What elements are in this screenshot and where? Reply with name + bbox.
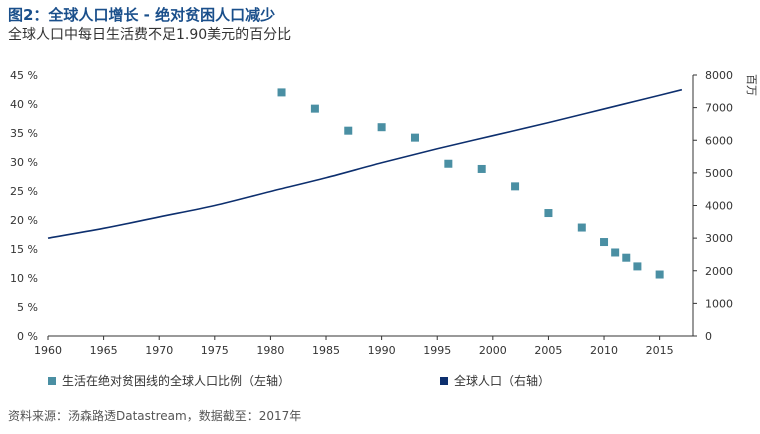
legend-marker-poverty [48,377,56,385]
right-axis-unit-label: 百万 [745,74,758,96]
left-tick-label: 35 % [10,127,38,140]
poverty-point [377,123,386,132]
poverty-point [511,182,520,191]
poverty-point [477,164,486,173]
right-tick-label: 4000 [705,200,733,213]
legend-label-poverty: 生活在绝对贫困线的全球人口比例（左轴） [62,373,290,388]
poverty-markers [277,88,664,279]
x-tick-label: 1965 [90,344,118,357]
x-tick-label: 2005 [534,344,562,357]
legend: 生活在绝对贫困线的全球人口比例（左轴） 全球人口（右轴） [48,373,550,388]
poverty-point [577,223,586,232]
left-tick-label: 10 % [10,272,38,285]
right-axis: 0 1000 2000 3000 4000 5000 6000 7000 8000 [693,69,733,343]
x-tick-label: 2000 [479,344,507,357]
left-tick-label: 20 % [10,214,38,227]
left-tick-label: 40 % [10,98,38,111]
poverty-point [444,159,453,168]
right-tick-label: 5000 [705,167,733,180]
poverty-point [611,248,620,257]
chart-subtitle: 全球人口中每日生活费不足1.90美元的百分比 [8,27,292,43]
poverty-point [344,126,353,135]
x-tick-label: 1975 [201,344,229,357]
poverty-point [600,238,609,247]
poverty-point [410,133,419,142]
poverty-point [633,262,642,271]
x-tick-label: 1995 [423,344,451,357]
legend-marker-population [440,377,448,385]
x-tick-label: 1970 [145,344,173,357]
x-tick-label: 2010 [590,344,618,357]
poverty-point [277,88,286,97]
left-tick-label: 15 % [10,243,38,256]
poverty-point [310,104,319,113]
right-tick-label: 3000 [705,232,733,245]
x-tick-label: 1985 [312,344,340,357]
right-tick-label: 8000 [705,69,733,82]
x-tick-label: 1960 [34,344,62,357]
left-tick-label: 25 % [10,185,38,198]
right-tick-label: 7000 [705,102,733,115]
x-tick-label: 1990 [368,344,396,357]
left-tick-label: 45 % [10,69,38,82]
left-axis: 0 % 5 % 10 % 15 % 20 % 25 % 30 % 35 % 40 % 45 % [10,69,38,343]
left-tick-label: 0 % [17,330,38,343]
right-tick-label: 2000 [705,265,733,278]
left-tick-label: 5 % [17,301,38,314]
x-axis: 1960 1965 1970 1975 1980 1985 1990 1995 2000 2005… [34,336,674,357]
poverty-point [655,270,664,279]
legend-label-population: 全球人口（右轴） [454,373,550,388]
x-tick-label: 2015 [646,344,674,357]
poverty-point [622,253,631,262]
source-note: 资料来源：汤森路透Datastream，数据截至：2017年 [8,409,302,423]
left-tick-label: 30 % [10,156,38,169]
population-line [47,88,683,239]
chart: 0 % 5 % 10 % 15 % 20 % 25 % 30 % 35 % 40 % 45 % 0… [10,69,758,388]
poverty-point [544,209,553,218]
right-tick-label: 6000 [705,134,733,147]
x-tick-label: 1980 [256,344,284,357]
chart-title: 图2：全球人口增长 - 绝对贫困人口减少 [8,6,276,24]
right-tick-label: 0 [705,330,712,343]
right-tick-label: 1000 [705,297,733,310]
